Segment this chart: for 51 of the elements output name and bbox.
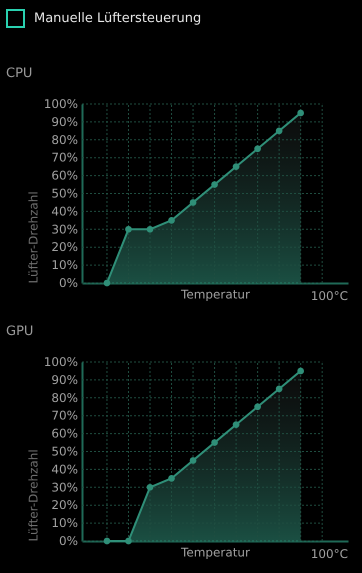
y-tick-label: 100% bbox=[44, 97, 78, 111]
y-tick-label: 70% bbox=[51, 408, 78, 423]
point bbox=[146, 484, 154, 491]
y-tick-label: 10% bbox=[51, 258, 78, 272]
y-tick-label: 0% bbox=[58, 534, 78, 548]
y-tick-label: 40% bbox=[51, 204, 78, 218]
y-tick-label: 70% bbox=[51, 150, 78, 165]
y-tick-label: 80% bbox=[51, 390, 78, 405]
point bbox=[232, 163, 240, 170]
point bbox=[211, 439, 218, 446]
y-tick-label: 60% bbox=[51, 426, 78, 441]
y-tick-label: 30% bbox=[51, 222, 78, 236]
point bbox=[190, 199, 196, 206]
point bbox=[168, 475, 175, 482]
x-axis-title: Temperatur bbox=[180, 546, 250, 560]
point bbox=[190, 457, 196, 464]
y-tick-label: 10% bbox=[51, 516, 78, 530]
point bbox=[125, 538, 132, 544]
y-tick-label: 20% bbox=[51, 498, 78, 512]
point bbox=[104, 538, 110, 544]
text: Manuelle Lüftersteuerung bbox=[34, 10, 202, 26]
y-axis-title: Lüfter-Drehzahl bbox=[26, 191, 40, 284]
point bbox=[297, 368, 304, 374]
text: 100°C bbox=[310, 547, 348, 561]
y-tick-label: 100% bbox=[44, 355, 78, 369]
point bbox=[297, 110, 304, 116]
point bbox=[276, 128, 282, 134]
point bbox=[168, 217, 175, 224]
y-tick-label: 30% bbox=[51, 480, 78, 494]
y-tick-label: 0% bbox=[58, 276, 78, 290]
y-axis-title: Lüfter-Drehzahl bbox=[26, 449, 40, 542]
x-axis-title: Temperatur bbox=[180, 288, 250, 302]
text: 100°C bbox=[310, 289, 348, 303]
y-tick-label: 90% bbox=[51, 372, 78, 387]
chart-title: CPU bbox=[6, 66, 32, 81]
point bbox=[232, 421, 240, 428]
point bbox=[254, 145, 261, 152]
point bbox=[211, 181, 218, 188]
y-tick-label: 90% bbox=[51, 114, 78, 129]
point bbox=[104, 280, 110, 286]
y-tick-label: 50% bbox=[51, 186, 78, 200]
point bbox=[125, 226, 132, 233]
point bbox=[276, 386, 282, 392]
y-tick-label: 60% bbox=[51, 168, 78, 183]
y-tick-label: 50% bbox=[51, 444, 78, 458]
point bbox=[254, 403, 261, 410]
y-tick-label: 80% bbox=[51, 132, 78, 147]
chart-title: GPU bbox=[6, 324, 34, 339]
y-tick-label: 20% bbox=[51, 240, 78, 254]
point bbox=[146, 226, 154, 233]
y-tick-label: 40% bbox=[51, 462, 78, 476]
